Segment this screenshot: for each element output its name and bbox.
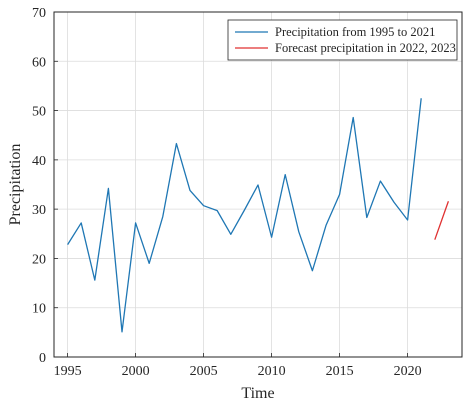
legend-box — [227, 19, 458, 61]
x-tick-label: 2020 — [394, 364, 422, 379]
y-tick-label: 50 — [32, 105, 46, 120]
y-axis-title: Precipitation — [7, 144, 24, 226]
observed-precipitation-line — [67, 98, 422, 333]
y-tick-label: 10 — [32, 302, 46, 317]
forecast-precipitation-line — [434, 201, 450, 240]
y-tick-label: 20 — [32, 252, 46, 267]
y-tick-label: 40 — [32, 154, 46, 169]
x-tick-label: 1995 — [54, 364, 82, 379]
x-axis-title: Time — [241, 385, 274, 402]
plot-frame — [53, 11, 463, 358]
y-tick-label: 70 — [32, 6, 46, 21]
x-tick-label: 2015 — [326, 364, 354, 379]
x-tick-label: 2010 — [258, 364, 286, 379]
y-tick-label: 30 — [32, 203, 46, 218]
y-tick-label: 60 — [32, 55, 46, 70]
x-tick-label: 2005 — [190, 364, 218, 379]
axis-ticks: 1995 2000 2005 2010 2015 2020 0 10 20 30 40 50 60 70 — [32, 6, 422, 379]
series-layer — [67, 98, 450, 333]
legend-label-forecast: Forecast precipitation in 2022, 2023 — [275, 41, 456, 55]
y-tick-label: 0 — [39, 351, 46, 366]
legend-label-observed: Precipitation from 1995 to 2021 — [275, 25, 435, 39]
x-tick-label: 2000 — [122, 364, 150, 379]
legend: Precipitation from 1995 to 2021 Forecast… — [227, 19, 458, 61]
